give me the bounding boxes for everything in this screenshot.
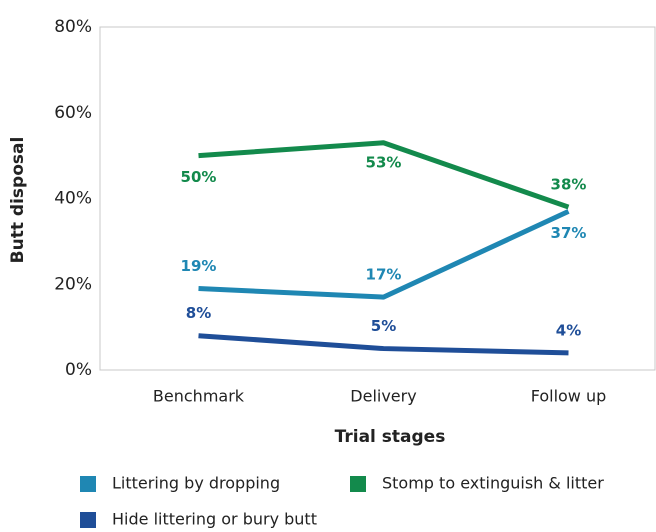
legend-swatch (350, 476, 366, 492)
y-tick-label: 60% (54, 103, 92, 123)
data-label: 4% (556, 321, 581, 339)
data-label: 50% (181, 168, 217, 186)
legend-label: Hide littering or bury butt (112, 510, 317, 529)
data-label: 8% (186, 304, 211, 322)
data-label: 37% (551, 224, 587, 242)
series-line (198, 209, 570, 300)
y-tick-label: 80% (54, 17, 92, 37)
x-tick-label: Benchmark (153, 387, 245, 406)
legend-label: Stomp to extinguish & litter (382, 474, 604, 493)
series-line (198, 140, 570, 210)
x-axis-title: Trial stages (335, 427, 446, 447)
y-axis-title: Butt disposal (8, 137, 28, 264)
y-tick-label: 40% (54, 189, 92, 209)
plot-frame (99, 26, 656, 371)
x-tick-label: Follow up (531, 387, 607, 406)
y-tick-label: 0% (65, 360, 92, 380)
data-label: 53% (366, 153, 402, 171)
x-tick-label: Delivery (350, 387, 416, 406)
data-label: 38% (551, 176, 587, 194)
legend-label: Littering by dropping (112, 474, 280, 493)
legend-swatch (80, 476, 96, 492)
series-line (198, 333, 569, 356)
y-tick-label: 20% (54, 274, 92, 294)
data-label: 17% (366, 266, 402, 284)
data-label: 5% (371, 317, 396, 335)
legend-swatch (80, 512, 96, 528)
data-label: 19% (181, 257, 217, 275)
